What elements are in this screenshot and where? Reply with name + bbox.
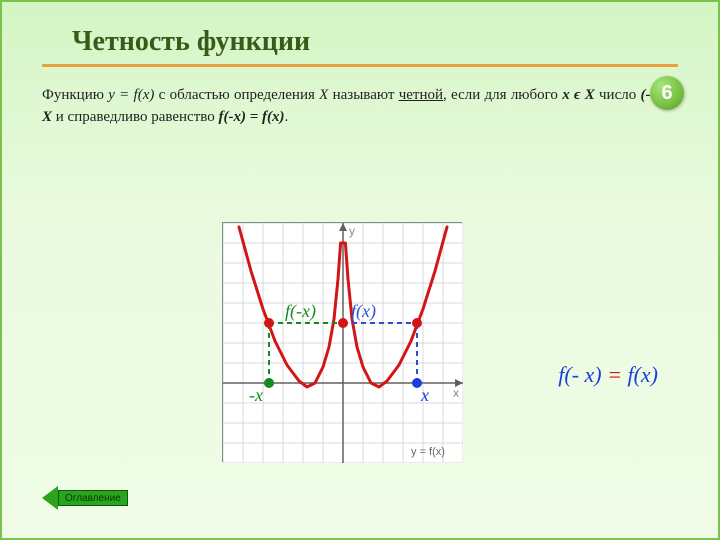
toc-button[interactable]: Оглавление xyxy=(42,486,128,510)
def-t5: число xyxy=(595,87,641,103)
eq-rhs: f(x) xyxy=(627,362,658,387)
chart-svg: x y f(x) f(-x) x -x y = f(x) xyxy=(223,223,463,463)
toc-label: Оглавление xyxy=(58,490,128,506)
eq-lhs: f(- x) xyxy=(558,362,601,387)
def-t1: Функцию xyxy=(42,87,108,103)
svg-text:f(x): f(x) xyxy=(351,301,376,322)
def-t3: называют xyxy=(328,87,398,103)
function-chart: x y f(x) f(-x) x -x y = f(x) xyxy=(222,222,462,462)
def-fn: y = f(x) xyxy=(108,87,154,103)
def-t2: с областью определения xyxy=(154,87,319,103)
arrow-left-icon xyxy=(42,486,58,510)
svg-text:f(-x): f(-x) xyxy=(285,301,316,322)
def-even: четной xyxy=(399,87,443,103)
def-t6: и справедливо равенство xyxy=(52,109,218,125)
def-t7: . xyxy=(285,109,289,125)
def-xinX: x ϵ X xyxy=(562,87,595,103)
title-rule xyxy=(42,64,678,67)
svg-text:x: x xyxy=(420,385,429,405)
def-t4: , если для любого xyxy=(443,87,562,103)
page-title: Четность функции xyxy=(72,26,678,58)
slide: Четность функции 6 Функцию y = f(x) с об… xyxy=(0,0,720,540)
svg-text:y = f(x): y = f(x) xyxy=(411,446,445,458)
symmetry-equation: f(- x) = f(x) xyxy=(558,362,658,388)
def-eq: f(-x) = f(x) xyxy=(219,109,285,125)
slide-number-badge: 6 xyxy=(650,76,684,110)
definition-text: Функцию y = f(x) с областью определения … xyxy=(42,85,678,129)
eq-mid: = xyxy=(602,362,628,387)
svg-text:x: x xyxy=(453,386,459,400)
svg-text:y: y xyxy=(349,224,355,238)
svg-text:-x: -x xyxy=(249,385,263,405)
def-X: X xyxy=(319,87,328,103)
